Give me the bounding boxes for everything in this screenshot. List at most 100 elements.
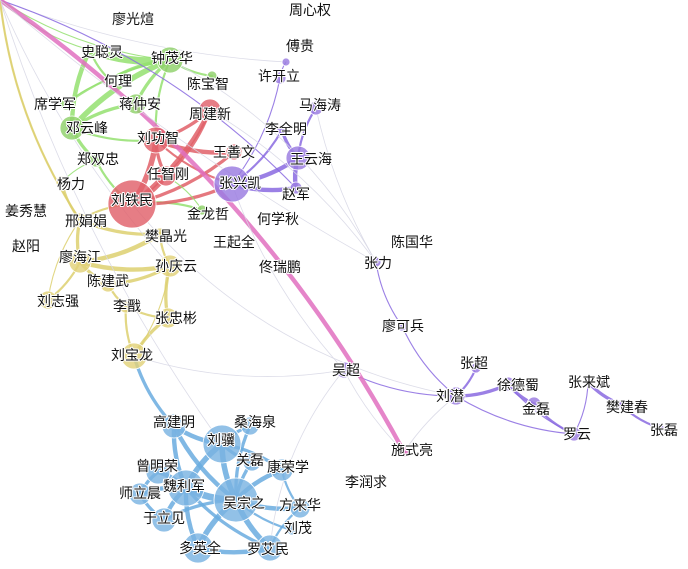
node-label-xixuejun: 席学军 <box>34 97 76 113</box>
node-liubaolong[interactable] <box>120 342 148 370</box>
node-label-liumao: 刘茂 <box>284 520 312 537</box>
edge-shishiliang-lirunqiu <box>0 0 407 455</box>
node-label-shilichen: 师立晨 <box>119 486 161 502</box>
edge-zhangli-liaokebing <box>375 261 403 327</box>
edge-liutiemin-liujie <box>131 203 457 397</box>
node-yangli[interactable] <box>55 175 69 189</box>
node-label-weilijun: 魏利军 <box>163 479 205 495</box>
node-jinlongzhe[interactable] <box>196 204 208 216</box>
node-label-hexueqiu: 何学秋 <box>257 212 299 228</box>
node-shishiliang[interactable] <box>398 446 410 458</box>
node-label-wangqiquan: 王起全 <box>213 234 255 251</box>
node-fanjianchun[interactable] <box>615 399 625 409</box>
node-duoyingquan[interactable] <box>182 532 214 564</box>
node-label-liaokebing: 廖可兵 <box>382 318 424 335</box>
node-label-zhongmaohua: 钟茂华 <box>151 50 193 67</box>
node-label-yangli: 杨力 <box>57 177 85 193</box>
node-zhanglei[interactable] <box>655 423 665 433</box>
node-label-jiangzhongan: 蒋仲安 <box>119 97 161 113</box>
node-liutiemin[interactable] <box>107 179 157 229</box>
node-chenjianwu[interactable] <box>99 275 117 293</box>
node-fugui[interactable] <box>281 57 291 67</box>
node-dengyunfeng[interactable] <box>59 115 85 141</box>
node-label-wuzongzhi: 吴宗之 <box>223 496 265 512</box>
node-sanghaiquan[interactable] <box>240 416 260 436</box>
node-wuchao[interactable] <box>335 361 353 379</box>
edge-zhaoyang-xingjuanjuan <box>0 0 81 221</box>
node-label-duoyingquan: 多英全 <box>179 540 221 557</box>
node-label-zhaojun: 赵军 <box>282 187 310 203</box>
node-weilijun[interactable] <box>167 469 205 507</box>
node-liuzhiqiang[interactable] <box>38 290 58 310</box>
node-luoyun[interactable] <box>566 426 582 442</box>
node-wangyunhai[interactable] <box>285 145 311 171</box>
node-zhangzhongbin[interactable] <box>157 307 179 329</box>
node-liumao[interactable] <box>286 524 298 536</box>
node-label-xingjuanjuan: 邢娟娟 <box>65 214 107 230</box>
node-label-liujie: 刘潜 <box>436 389 464 405</box>
node-zhongmaohua[interactable] <box>156 46 184 74</box>
node-yulijian[interactable] <box>151 507 177 533</box>
node-label-wuchao: 吴超 <box>332 363 360 379</box>
node-zhangli[interactable] <box>370 256 382 268</box>
node-lizhan[interactable] <box>118 298 134 314</box>
node-fanglaihua[interactable] <box>289 497 311 519</box>
node-label-fugui: 傅贵 <box>286 39 314 55</box>
node-luoaimin[interactable] <box>256 534 284 562</box>
node-label-gaojianming: 高建明 <box>153 414 195 431</box>
node-label-guanlei: 关磊 <box>236 453 264 469</box>
node-liaokebing[interactable] <box>396 320 408 332</box>
node-shilichen[interactable] <box>128 482 152 506</box>
node-label-zhangxingkai: 张兴凯 <box>219 176 261 192</box>
node-liugongzhi[interactable] <box>142 126 170 154</box>
node-xixuejun[interactable] <box>59 97 73 111</box>
node-label-chenjianwu: 陈建武 <box>87 273 129 290</box>
node-label-jinlongzhe: 金龙哲 <box>187 207 229 223</box>
node-liuji[interactable] <box>202 424 242 464</box>
edge-wuchao-liujie <box>343 369 457 397</box>
node-wangshanwen[interactable] <box>225 143 243 161</box>
node-xingjuanjuan[interactable] <box>72 212 88 228</box>
node-label-sanghaiquan: 桑海泉 <box>234 414 276 431</box>
node-xukaili[interactable] <box>273 71 287 85</box>
node-label-fanjingguang: 樊晶光 <box>145 229 187 245</box>
node-guanlei[interactable] <box>242 452 262 472</box>
node-wuzongzhi[interactable] <box>213 477 259 523</box>
node-zhoujianxin[interactable] <box>198 98 222 122</box>
node-label-liubaolong: 刘宝龙 <box>111 348 153 364</box>
node-zengmingrong[interactable] <box>145 459 171 485</box>
node-kangrongxue[interactable] <box>270 458 294 482</box>
node-heli[interactable] <box>104 74 116 86</box>
node-liquanming[interactable] <box>276 124 288 136</box>
node-label-chenguohua: 陈国华 <box>391 234 433 251</box>
node-gaojianming[interactable] <box>161 413 187 439</box>
node-zhengshuangzhong[interactable] <box>88 152 104 168</box>
node-zhangchao[interactable] <box>470 362 482 374</box>
node-label-xudeshu: 徐德蜀 <box>497 378 539 394</box>
edge-tongruipeng-liuji <box>0 0 223 445</box>
node-shicongling[interactable] <box>84 44 96 56</box>
node-jinlei[interactable] <box>526 396 542 412</box>
node-label-wangyunhai: 王云海 <box>290 152 332 168</box>
node-chenbaozhi[interactable] <box>206 70 218 82</box>
node-label-jinlei: 金磊 <box>522 402 550 418</box>
node-label-liugongzhi: 刘功智 <box>137 131 179 147</box>
node-label-dengyunfeng: 邓云峰 <box>66 121 108 137</box>
node-liaohaijiang[interactable] <box>68 250 92 274</box>
node-label-yulijian: 于立见 <box>143 511 185 527</box>
node-label-liquanming: 李全明 <box>265 121 307 138</box>
node-fanjingguang[interactable] <box>153 227 167 241</box>
node-sunqingyun[interactable] <box>158 254 182 278</box>
node-xudeshu[interactable] <box>500 376 516 392</box>
node-liujie[interactable] <box>446 386 466 406</box>
node-zhanglaibin[interactable] <box>583 377 593 387</box>
node-jiangzhongan[interactable] <box>125 93 147 115</box>
node-mahaitao[interactable] <box>308 100 324 116</box>
node-zhaojun[interactable] <box>289 181 303 195</box>
node-renzhigang[interactable] <box>155 165 177 187</box>
node-zhangxingkai[interactable] <box>213 165 251 203</box>
edge-mahaitao-zhangli <box>315 107 377 263</box>
node-label-zhouxinquan: 周心权 <box>289 3 331 19</box>
